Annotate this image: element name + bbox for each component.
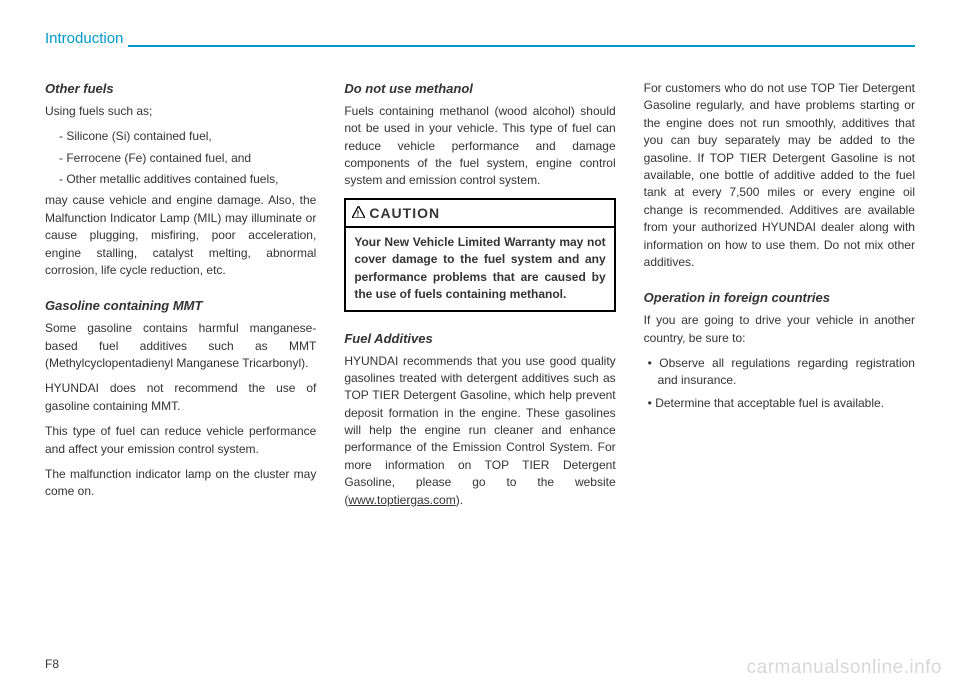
list-item: - Other metallic additives contained fue… [59, 171, 316, 188]
svg-text:!: ! [357, 209, 361, 218]
bullet-list: Observe all regulations regarding regist… [644, 355, 915, 412]
para: For customers who do not use TOP Tier De… [644, 80, 915, 271]
para: The malfunction indicator lamp on the cl… [45, 466, 316, 501]
content-columns: Other fuels Using fuels such as; - Silic… [45, 80, 915, 517]
fuel-list: - Silicone (Si) contained fuel, - Ferroc… [45, 128, 316, 188]
caution-label: CAUTION [369, 205, 440, 221]
para: HYUNDAI does not recommend the use of ga… [45, 380, 316, 415]
para-additives: HYUNDAI recommends that you use good qua… [344, 353, 615, 510]
column-1: Other fuels Using fuels such as; - Silic… [45, 80, 316, 517]
page-number: F8 [45, 657, 59, 671]
header-rule [128, 45, 915, 47]
caution-body: Your New Vehicle Limited Warranty may no… [346, 228, 613, 310]
text: HYUNDAI recommends that you use good qua… [344, 354, 615, 507]
para: If you are going to drive your vehicle i… [644, 312, 915, 347]
list-item: Observe all regulations regarding regist… [648, 355, 915, 390]
para: Some gasoline contains harmful manganese… [45, 320, 316, 372]
column-3: For customers who do not use TOP Tier De… [644, 80, 915, 517]
link-toptiergas: www.toptiergas.com [348, 493, 455, 507]
heading-methanol: Do not use methanol [344, 80, 615, 99]
list-item: Determine that acceptable fuel is availa… [648, 395, 915, 412]
heading-mmt: Gasoline containing MMT [45, 297, 316, 316]
column-2: Do not use methanol Fuels containing met… [344, 80, 615, 517]
caution-box: ! CAUTION Your New Vehicle Limited Warra… [344, 198, 615, 312]
heading-other-fuels: Other fuels [45, 80, 316, 99]
page-header: Introduction [45, 30, 915, 50]
para: may cause vehicle and engine damage. Als… [45, 192, 316, 279]
text: ). [456, 493, 463, 507]
list-item: - Silicone (Si) contained fuel, [59, 128, 316, 145]
heading-additives: Fuel Additives [344, 330, 615, 349]
heading-foreign: Operation in foreign countries [644, 289, 915, 308]
caution-title: ! CAUTION [346, 200, 613, 228]
para: Fuels containing methanol (wood alcohol)… [344, 103, 615, 190]
list-item: - Ferrocene (Fe) contained fuel, and [59, 150, 316, 167]
para: This type of fuel can reduce vehicle per… [45, 423, 316, 458]
section-title: Introduction [45, 30, 123, 50]
warning-icon: ! [352, 203, 365, 223]
watermark: carmanualsonline.info [747, 657, 942, 679]
para: Using fuels such as; [45, 103, 316, 120]
